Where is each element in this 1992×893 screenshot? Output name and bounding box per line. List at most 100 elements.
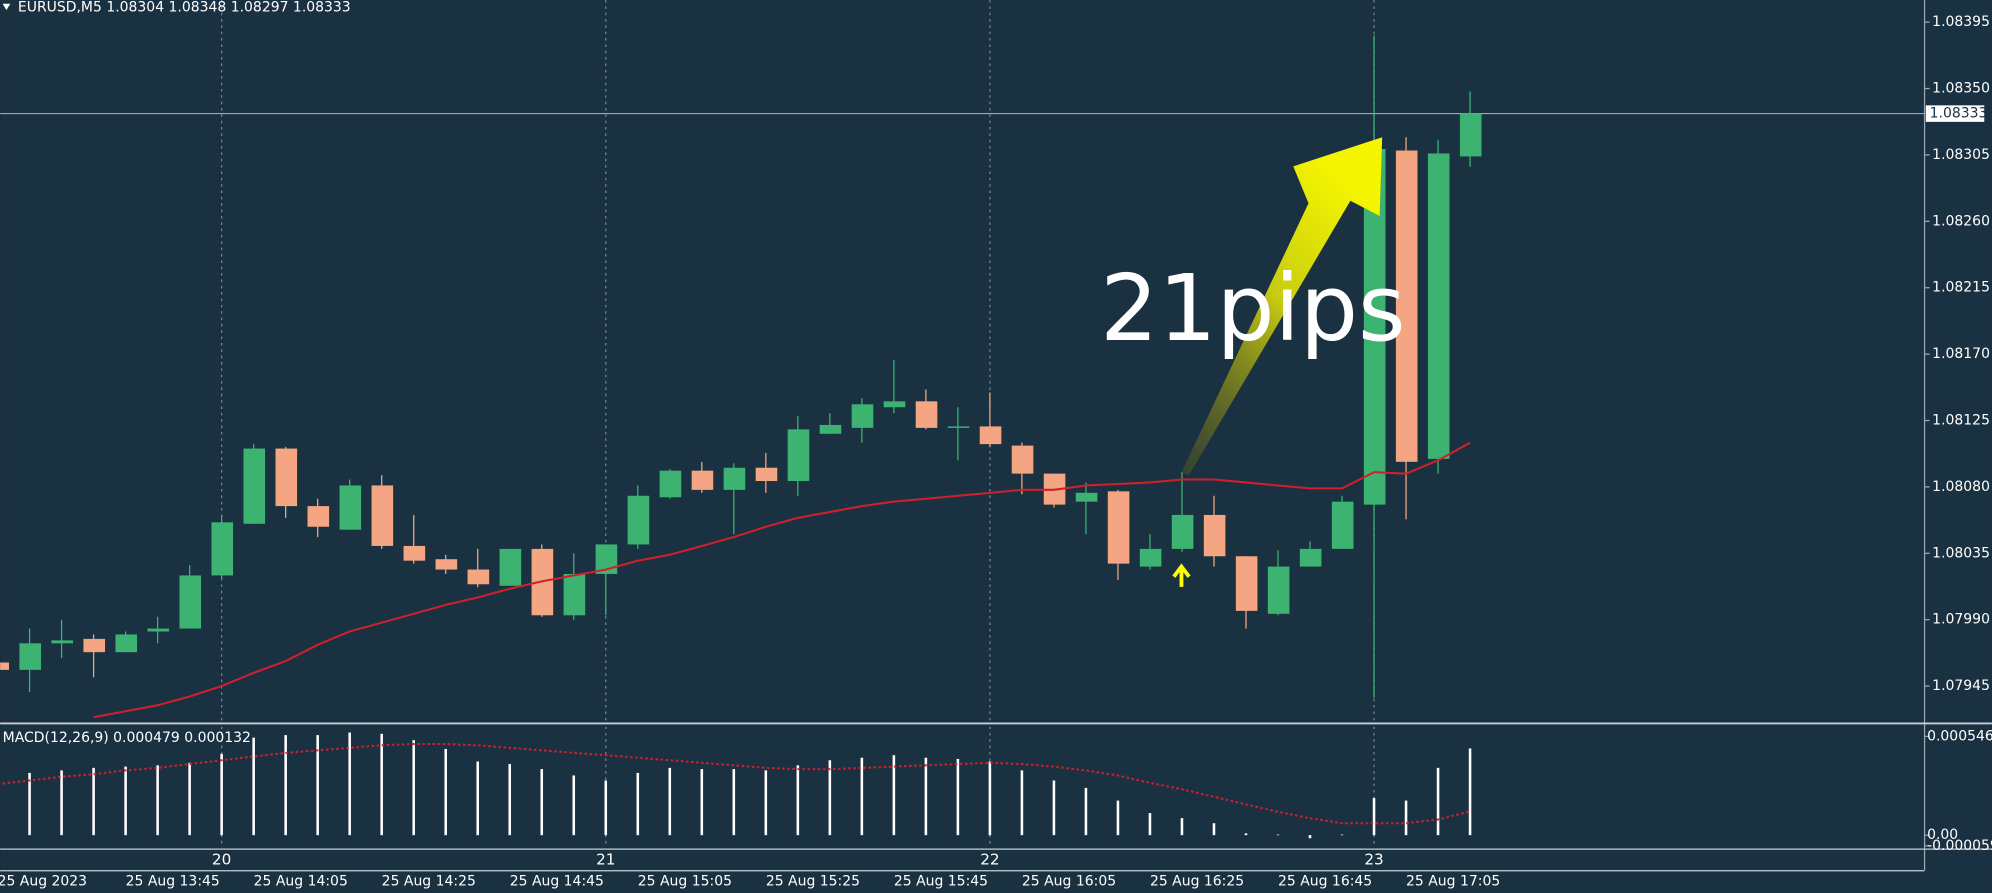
candle-body bbox=[1299, 548, 1322, 567]
candle-body bbox=[563, 573, 586, 616]
histogram-bar bbox=[444, 749, 447, 836]
histogram-bar bbox=[252, 737, 255, 836]
last-price-label: 1.08333 bbox=[1930, 106, 1988, 122]
x-tick-label: 25 Aug 15:05 bbox=[638, 874, 732, 890]
candle-body bbox=[115, 634, 138, 653]
separator-label: 22 bbox=[980, 850, 999, 868]
histogram-bar bbox=[412, 740, 415, 836]
title-marker bbox=[2, 3, 11, 11]
x-tick-label: 25 Aug 15:25 bbox=[766, 874, 860, 890]
candle-body bbox=[403, 545, 426, 561]
macd-panel bbox=[0, 726, 1472, 846]
price-panel bbox=[0, 0, 1925, 722]
histogram-bar bbox=[1308, 835, 1312, 839]
histogram-bar bbox=[28, 772, 31, 836]
candle-body bbox=[1395, 150, 1418, 462]
x-tick-label: 25 Aug 13:45 bbox=[126, 874, 220, 890]
last-price-box bbox=[1925, 105, 1985, 122]
annotation-arrow bbox=[1181, 137, 1383, 476]
x-tick-label: 25 Aug 15:45 bbox=[894, 874, 988, 890]
histogram-bar bbox=[956, 758, 960, 836]
y-tick-label: 1.08170 bbox=[1932, 346, 1990, 362]
histogram-bar bbox=[1052, 780, 1056, 836]
candle-body bbox=[1075, 492, 1098, 502]
histogram-bar bbox=[924, 757, 928, 836]
histogram-bar bbox=[284, 735, 287, 836]
candle-body bbox=[0, 662, 9, 670]
candle-body bbox=[1267, 566, 1290, 614]
histogram-bar bbox=[1212, 823, 1216, 836]
candle-body bbox=[691, 470, 714, 490]
histogram-bar bbox=[156, 765, 159, 836]
histogram-bar bbox=[892, 755, 896, 836]
histogram-bar bbox=[572, 775, 576, 836]
y-tick-label: 1.08350 bbox=[1932, 81, 1990, 97]
candle-body bbox=[19, 643, 42, 670]
y-tick-label: 1.08305 bbox=[1932, 147, 1990, 163]
candle-body bbox=[275, 448, 298, 507]
candle-body bbox=[339, 485, 362, 530]
candle-body bbox=[51, 640, 74, 644]
candle-body bbox=[915, 401, 938, 428]
histogram-bar bbox=[860, 757, 864, 836]
candle-body bbox=[147, 628, 170, 632]
candle-body bbox=[211, 522, 234, 576]
x-tick-label: 25 Aug 16:25 bbox=[1150, 874, 1244, 890]
candle-body bbox=[1427, 153, 1450, 459]
histogram-bar bbox=[604, 780, 608, 836]
x-tick-label: 25 Aug 16:45 bbox=[1278, 874, 1372, 890]
histogram-bar bbox=[764, 770, 768, 836]
candle-body bbox=[659, 470, 682, 498]
histogram-bar bbox=[796, 765, 800, 836]
candle-body bbox=[1363, 149, 1386, 505]
candle-body bbox=[1235, 556, 1258, 611]
annotation: 21pips bbox=[1100, 255, 1405, 362]
histogram-bar bbox=[1084, 787, 1088, 836]
y-tick-label: -0.000059 bbox=[1927, 838, 1992, 854]
histogram-bar bbox=[1340, 834, 1344, 836]
histogram-bar bbox=[188, 762, 191, 836]
histogram-bar bbox=[60, 770, 63, 836]
histogram-bar bbox=[1436, 767, 1440, 836]
histogram-bar bbox=[828, 760, 832, 836]
candle-body bbox=[179, 575, 202, 629]
y-tick-label: 1.08035 bbox=[1932, 545, 1990, 561]
separator-label: 20 bbox=[212, 850, 231, 868]
candle-body bbox=[435, 559, 458, 570]
candle-body bbox=[1331, 501, 1354, 549]
candle-body bbox=[1011, 445, 1034, 474]
candle-body bbox=[1139, 548, 1162, 567]
histogram-bar bbox=[1244, 833, 1248, 836]
histogram-bar bbox=[220, 753, 223, 836]
candle-body bbox=[371, 485, 394, 546]
separator-label: 21 bbox=[596, 850, 615, 868]
histogram-bar bbox=[732, 769, 736, 836]
histogram-bar bbox=[1404, 800, 1408, 836]
histogram-bar bbox=[1468, 748, 1472, 836]
candle-body bbox=[883, 401, 906, 408]
candle-body bbox=[723, 467, 746, 490]
candle-body bbox=[851, 404, 874, 428]
histogram-bar bbox=[348, 732, 351, 836]
histogram-bar bbox=[636, 772, 640, 836]
candle-body bbox=[1107, 491, 1130, 564]
y-tick-label: 1.08260 bbox=[1932, 213, 1990, 229]
y-tick-label: 1.07945 bbox=[1932, 678, 1990, 694]
candle-body bbox=[819, 424, 842, 434]
histogram-bar bbox=[508, 764, 512, 836]
x-tick-label: 25 Aug 2023 bbox=[0, 874, 87, 890]
y-tick-label: 1.08215 bbox=[1932, 280, 1990, 296]
x-tick-label: 25 Aug 17:05 bbox=[1406, 874, 1500, 890]
x-tick-label: 25 Aug 14:45 bbox=[510, 874, 604, 890]
signal-arrow bbox=[1172, 563, 1191, 587]
histogram-bar bbox=[92, 767, 95, 836]
candle-body bbox=[1171, 514, 1194, 549]
x-tick-label: 25 Aug 14:05 bbox=[254, 874, 348, 890]
x-tick-label: 25 Aug 16:05 bbox=[1022, 874, 1116, 890]
signal-line bbox=[0, 742, 1471, 825]
histogram-bar bbox=[1180, 818, 1184, 836]
candle-body bbox=[947, 426, 970, 428]
histogram-bar bbox=[1276, 834, 1280, 836]
candle-body bbox=[1459, 113, 1482, 157]
